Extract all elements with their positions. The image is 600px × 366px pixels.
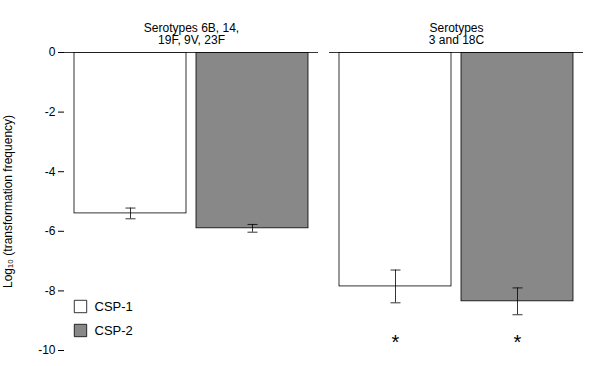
svg-text:Log₁₀ (transformation frequenc: Log₁₀ (transformation frequency) [1,115,15,288]
svg-text:-10: -10 [38,343,56,357]
svg-text:CSP-2: CSP-2 [95,323,133,338]
svg-text:Serotypes3 and 18C: Serotypes3 and 18C [429,21,485,47]
svg-text:CSP-1: CSP-1 [95,299,133,314]
svg-text:-6: -6 [45,224,56,238]
svg-text:-8: -8 [45,284,56,298]
svg-text:-2: -2 [45,105,56,119]
svg-text:Serotypes 6B, 14,19F, 9V, 23F: Serotypes 6B, 14,19F, 9V, 23F [144,21,239,47]
svg-text:*: * [514,331,522,353]
svg-text:-4: -4 [45,165,56,179]
svg-text:*: * [392,331,400,353]
svg-text:0: 0 [49,45,56,59]
